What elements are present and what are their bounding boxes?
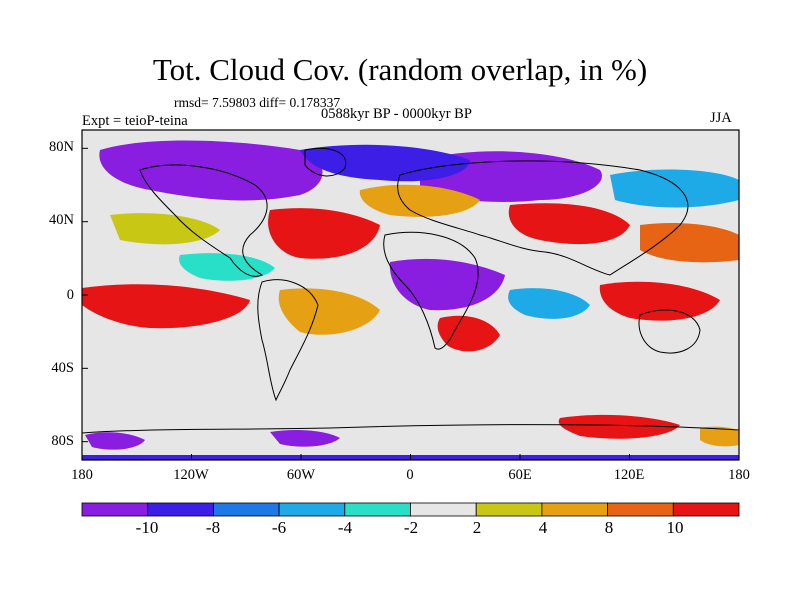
patch-midpacific-yellow <box>110 213 220 245</box>
colorbar-label: 2 <box>472 518 482 537</box>
patch-east-pacific-cyan <box>179 253 275 281</box>
patch-antarctic-purple-west <box>85 432 145 450</box>
colorbar-swatch <box>278 502 346 517</box>
coastline-australia <box>638 309 701 354</box>
colorbar-label: -10 <box>135 518 159 537</box>
patch-pacific-orange <box>640 223 739 263</box>
season-label: JJA <box>710 110 732 126</box>
colorbar-label: -8 <box>205 518 221 537</box>
lon-label-0: 0 <box>406 467 414 483</box>
colorbar-swatch <box>607 502 674 517</box>
patch-arctic-blue <box>300 144 470 182</box>
coastline-north-america <box>139 164 268 277</box>
lon-label-180e: 180 <box>728 467 750 483</box>
patch-tropical-pacific-positive <box>82 284 250 329</box>
lon-label-180w: 180 <box>71 467 93 483</box>
coastline-antarctica <box>82 424 739 434</box>
patch-europe-orange <box>359 184 480 217</box>
colorbar <box>81 502 740 517</box>
patch-antarctic-red <box>558 414 680 439</box>
patch-north-pacific-cyan <box>610 169 739 208</box>
patch-indian-ocean-blue <box>508 288 590 319</box>
colorbar-label: -6 <box>271 518 287 537</box>
coastline-greenland <box>304 147 347 177</box>
colorbar-swatch <box>410 502 477 517</box>
period-label: 0588kyr BP - 0000kyr BP <box>321 106 472 122</box>
colorbar-label: 8 <box>604 518 614 537</box>
colorbar-label: -4 <box>337 518 353 537</box>
patch-asia-positive <box>508 203 630 245</box>
coastline-eurasia <box>397 160 689 276</box>
lat-label-40s: 40S <box>51 360 74 376</box>
colorbar-label: -2 <box>403 518 419 537</box>
colorbar-swatch <box>212 502 280 517</box>
colorbar-swatch <box>81 502 149 517</box>
cloud-cover-map <box>82 130 739 460</box>
axis-ticks <box>81 147 740 460</box>
colorbar-swatch <box>672 502 740 517</box>
coastline-south-america <box>257 279 319 402</box>
lon-label-120e: 120E <box>613 467 645 483</box>
lat-label-80s: 80S <box>51 433 74 449</box>
coastline-africa <box>383 231 479 350</box>
lat-label-equator: 0 <box>66 287 74 303</box>
page-title: Tot. Cloud Cov. (random overlap, in %) <box>152 52 648 87</box>
colorbar-swatch <box>475 502 543 517</box>
lat-label-40n: 40N <box>49 212 74 228</box>
coastlines <box>82 147 739 434</box>
patch-antarctic-purple-mid <box>270 430 340 447</box>
patch-arctic-negative <box>99 140 323 201</box>
patch-atlantic-positive <box>268 208 380 259</box>
patch-maritime-continent-red <box>599 281 720 321</box>
lon-label-60w: 60W <box>286 467 316 483</box>
rmsd-diff-stats: rmsd= 7.59803 diff= 0.178337 <box>174 95 341 110</box>
colorbar-swatch <box>344 502 411 517</box>
colorbar-label: 10 <box>666 518 684 537</box>
lon-label-120w: 120W <box>173 467 209 483</box>
experiment-label: Expt = teioP-teina <box>82 113 188 129</box>
patch-antarctic-orange <box>700 426 739 447</box>
lat-label-80n: 80N <box>49 139 74 155</box>
patch-africa-negative <box>389 258 505 311</box>
lon-label-60e: 60E <box>508 467 532 483</box>
colorbar-swatch <box>541 502 609 517</box>
patch-southern-africa-red <box>437 315 500 352</box>
colorbar-label: 4 <box>538 518 548 537</box>
colorbar-swatch <box>147 502 214 517</box>
patch-south-atlantic-orange <box>278 288 380 335</box>
anomaly-patches <box>82 140 739 450</box>
